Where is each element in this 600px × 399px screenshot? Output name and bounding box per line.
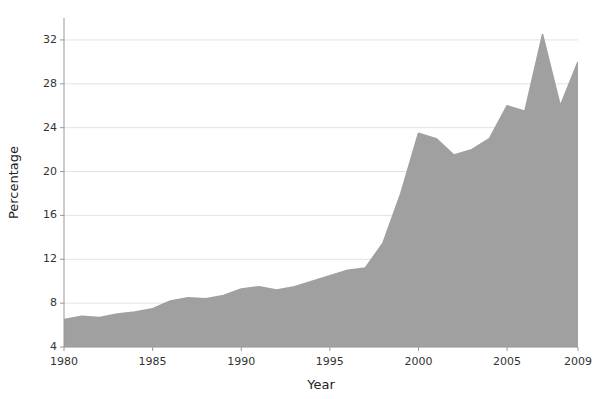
y-axis-line (64, 18, 65, 347)
y-tick (60, 347, 64, 348)
x-tick-label: 2005 (493, 355, 521, 368)
plot-area (64, 34, 578, 347)
y-tick (60, 171, 64, 172)
x-tick-label: 2000 (404, 355, 432, 368)
y-tick (60, 215, 64, 216)
line (64, 34, 578, 319)
y-tick-label: 4 (50, 340, 57, 353)
y-tick-label: 12 (43, 252, 57, 265)
y-tick (60, 39, 64, 40)
x-axis-line (64, 347, 578, 348)
x-tick (241, 347, 242, 351)
x-axis-label: Year (306, 377, 335, 392)
y-tick-label: 28 (43, 77, 57, 90)
x-tick-label: 1990 (227, 355, 255, 368)
x-tick (418, 347, 419, 351)
x-tick (152, 347, 153, 351)
x-tick (507, 347, 508, 351)
chart-container: 4 8 12 16 20 24 28 32 1980 1985 1990 1995 2000 2005 20… (0, 0, 600, 399)
grid-line (64, 83, 578, 84)
x-tick-label: 2009 (564, 355, 592, 368)
area (64, 34, 578, 347)
x-tick-label: 1980 (50, 355, 78, 368)
x-tick (64, 347, 65, 351)
y-tick (60, 83, 64, 84)
x-tick-label: 1985 (139, 355, 167, 368)
axes: 4 8 12 16 20 24 28 32 1980 1985 1990 1995 2000 2005 20… (43, 18, 592, 368)
y-tick (60, 303, 64, 304)
x-tick (578, 347, 579, 351)
y-tick-label: 32 (43, 33, 57, 46)
y-tick-label: 16 (43, 208, 57, 221)
grid-line (64, 39, 578, 40)
grid-line (64, 347, 578, 348)
y-axis-label: Percentage (6, 146, 21, 219)
y-tick-label: 24 (43, 121, 57, 134)
y-tick (60, 127, 64, 128)
y-tick (60, 259, 64, 260)
x-tick-label: 1995 (316, 355, 344, 368)
x-tick (329, 347, 330, 351)
y-tick-label: 20 (43, 165, 57, 178)
y-tick-label: 8 (50, 296, 57, 309)
chart-svg: 4 8 12 16 20 24 28 32 1980 1985 1990 1995 2000 2005 20… (0, 0, 600, 399)
